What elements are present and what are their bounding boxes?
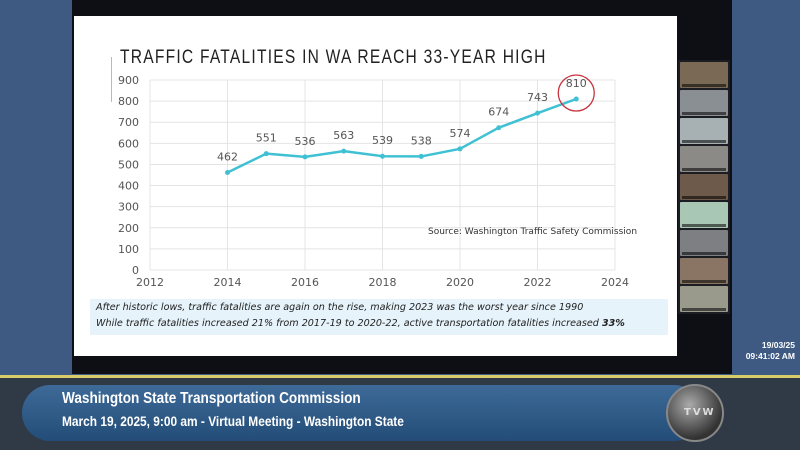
banner-subtitle: March 19, 2025, 9:00 am - Virtual Meetin…	[62, 413, 404, 429]
participant-gallery	[678, 60, 730, 314]
title-accent-bar	[111, 57, 112, 102]
participant-video-tile	[680, 118, 728, 144]
participant-name-bar	[682, 196, 726, 199]
y-tick-label: 0	[132, 264, 139, 277]
data-label: 551	[256, 132, 277, 145]
x-tick-label: 2014	[214, 276, 242, 289]
series-line	[226, 97, 577, 174]
data-label: 538	[411, 134, 432, 147]
data-point	[263, 151, 269, 157]
participant-name-bar	[682, 224, 726, 227]
data-label: 674	[488, 106, 509, 119]
participant-video-tile	[680, 202, 728, 228]
data-point	[573, 96, 579, 102]
line-chart: 0 100 200 300 400 500 600 700 800 900 2012 2014 2016…	[118, 74, 637, 289]
source-annotation: Source: Washington Traffic Safety Commis…	[428, 227, 637, 237]
banner-pill: Washington State Transportation Commissi…	[22, 385, 702, 441]
y-tick-label: 800	[118, 95, 139, 108]
data-label: 462	[217, 150, 238, 163]
x-tick-label: 2020	[446, 276, 474, 289]
x-tick-label: 2024	[601, 276, 629, 289]
participant-video-tile	[680, 286, 728, 312]
highlight-circle	[557, 74, 595, 112]
timestamp-time: 09:41:02 AM	[745, 351, 795, 361]
y-tick-label: 300	[118, 201, 139, 214]
participant-name-bar	[682, 84, 726, 87]
data-point	[225, 169, 230, 175]
y-tick-label: 400	[118, 180, 139, 193]
participant-video-tile	[680, 174, 728, 200]
data-label: 810	[566, 77, 587, 90]
data-label: 536	[295, 135, 316, 148]
data-point	[496, 125, 502, 131]
y-tick-label: 600	[118, 137, 139, 150]
summary-note: After historic lows, traffic fatalities …	[90, 299, 668, 335]
y-tick-label: 900	[118, 74, 139, 87]
y-tick-label: 100	[118, 243, 139, 256]
data-label: 574	[450, 127, 471, 140]
data-label: 539	[372, 134, 393, 147]
participant-video-tile	[680, 258, 728, 284]
timestamp: 19/03/25 09:41:02 AM	[735, 340, 795, 362]
data-point	[302, 154, 308, 160]
timestamp-date: 19/03/25	[761, 340, 795, 350]
participant-name-bar	[682, 168, 726, 171]
data-label: 743	[527, 91, 548, 104]
x-tick-label: 2012	[136, 276, 164, 289]
participant-video-tile	[680, 62, 728, 88]
banner-title: Washington State Transportation Commissi…	[62, 390, 361, 407]
y-tick-label: 200	[118, 222, 139, 235]
x-tick-label: 2018	[369, 276, 397, 289]
x-tick-label: 2016	[291, 276, 319, 289]
participant-name-bar	[682, 140, 726, 143]
note-line-2: While traffic fatalities increased 21% f…	[96, 316, 662, 332]
data-point	[341, 148, 347, 154]
lower-third-banner: Washington State Transportation Commissi…	[0, 378, 800, 450]
tvw-logo: TVW	[666, 384, 724, 442]
note-line-2-highlight: 33%	[601, 318, 625, 329]
logo-text: TVW	[684, 407, 716, 418]
participant-name-bar	[682, 112, 726, 115]
note-line-1: After historic lows, traffic fatalities …	[96, 302, 584, 313]
y-tick-label: 700	[118, 116, 139, 129]
participant-name-bar	[682, 252, 726, 255]
x-tick-label: 2022	[524, 276, 552, 289]
y-tick-label: 500	[118, 158, 139, 171]
participant-video-tile	[680, 90, 728, 116]
participant-name-bar	[682, 280, 726, 283]
data-point	[535, 110, 540, 116]
data-point	[380, 153, 385, 159]
divider-line	[0, 375, 800, 378]
participant-name-bar	[682, 308, 726, 311]
note-line-2-text: While traffic fatalities increased 21% f…	[96, 318, 602, 329]
participant-video-tile	[680, 146, 728, 172]
participant-video-tile	[680, 230, 728, 256]
data-point	[418, 153, 424, 159]
data-point	[457, 146, 463, 152]
data-label: 563	[333, 129, 354, 142]
chart-title: TRAFFIC FATALITIES IN WA REACH 33-YEAR H…	[120, 47, 547, 68]
